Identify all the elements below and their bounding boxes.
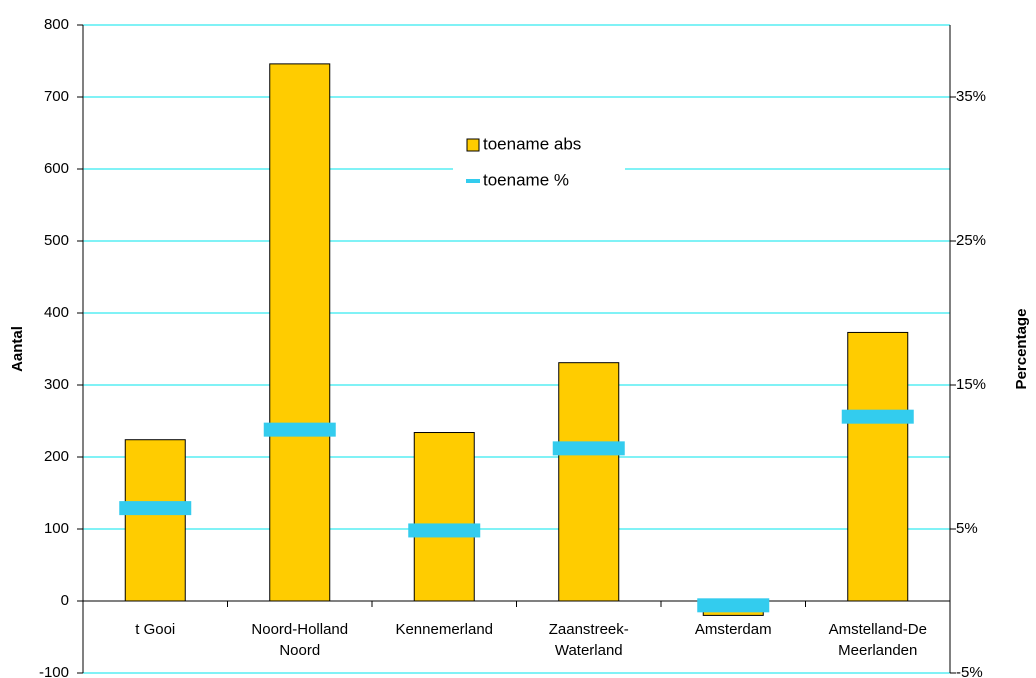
bar: [413, 432, 475, 602]
bar: [269, 63, 331, 602]
legend-box: [453, 125, 625, 200]
y-tick-label: 300: [44, 376, 69, 393]
legend-label: toename abs: [483, 134, 581, 153]
legend-swatch: [466, 138, 480, 152]
y-tick-label: 600: [44, 160, 69, 177]
y-tick-label: 200: [44, 448, 69, 465]
marker: [697, 598, 770, 613]
marker: [263, 422, 336, 437]
y-tick-label: 0: [61, 592, 69, 609]
y-tick-label: 400: [44, 304, 69, 321]
legend-label: toename %: [483, 170, 569, 189]
x-tick-label: Zaanstreek-Waterland: [548, 621, 629, 659]
y-tick-label: 100: [44, 520, 69, 537]
legend-swatch: [466, 179, 480, 183]
x-tick-label: t Gooi: [135, 621, 176, 638]
y2-tick-label: 35%: [956, 88, 986, 105]
y-tick-label: 700: [44, 88, 69, 105]
bar: [558, 362, 620, 602]
y-tick-label: 800: [44, 16, 69, 33]
marker: [408, 523, 481, 538]
x-tick-label: Kennemerland: [395, 621, 494, 638]
y2-tick-label: 5%: [956, 520, 978, 537]
y2-axis-title: Percentage: [1013, 309, 1030, 390]
marker: [119, 501, 192, 516]
marker: [552, 441, 625, 456]
y2-tick-label: -5%: [956, 664, 983, 678]
x-tick-label: Amstelland-De Meerlanden: [828, 621, 927, 659]
y2-tick-label: 25%: [956, 232, 986, 249]
y-tick-label: -100: [39, 664, 69, 678]
marker: [841, 409, 914, 424]
x-tick-label: Noord-Holland Noord: [251, 621, 349, 659]
y-axis-title: Aantal: [9, 326, 26, 372]
x-tick-label: Amsterdam: [694, 621, 772, 638]
bar: [847, 331, 909, 602]
y-tick-label: 500: [44, 232, 69, 249]
y2-tick-label: 15%: [956, 376, 986, 393]
bar: [124, 439, 186, 602]
